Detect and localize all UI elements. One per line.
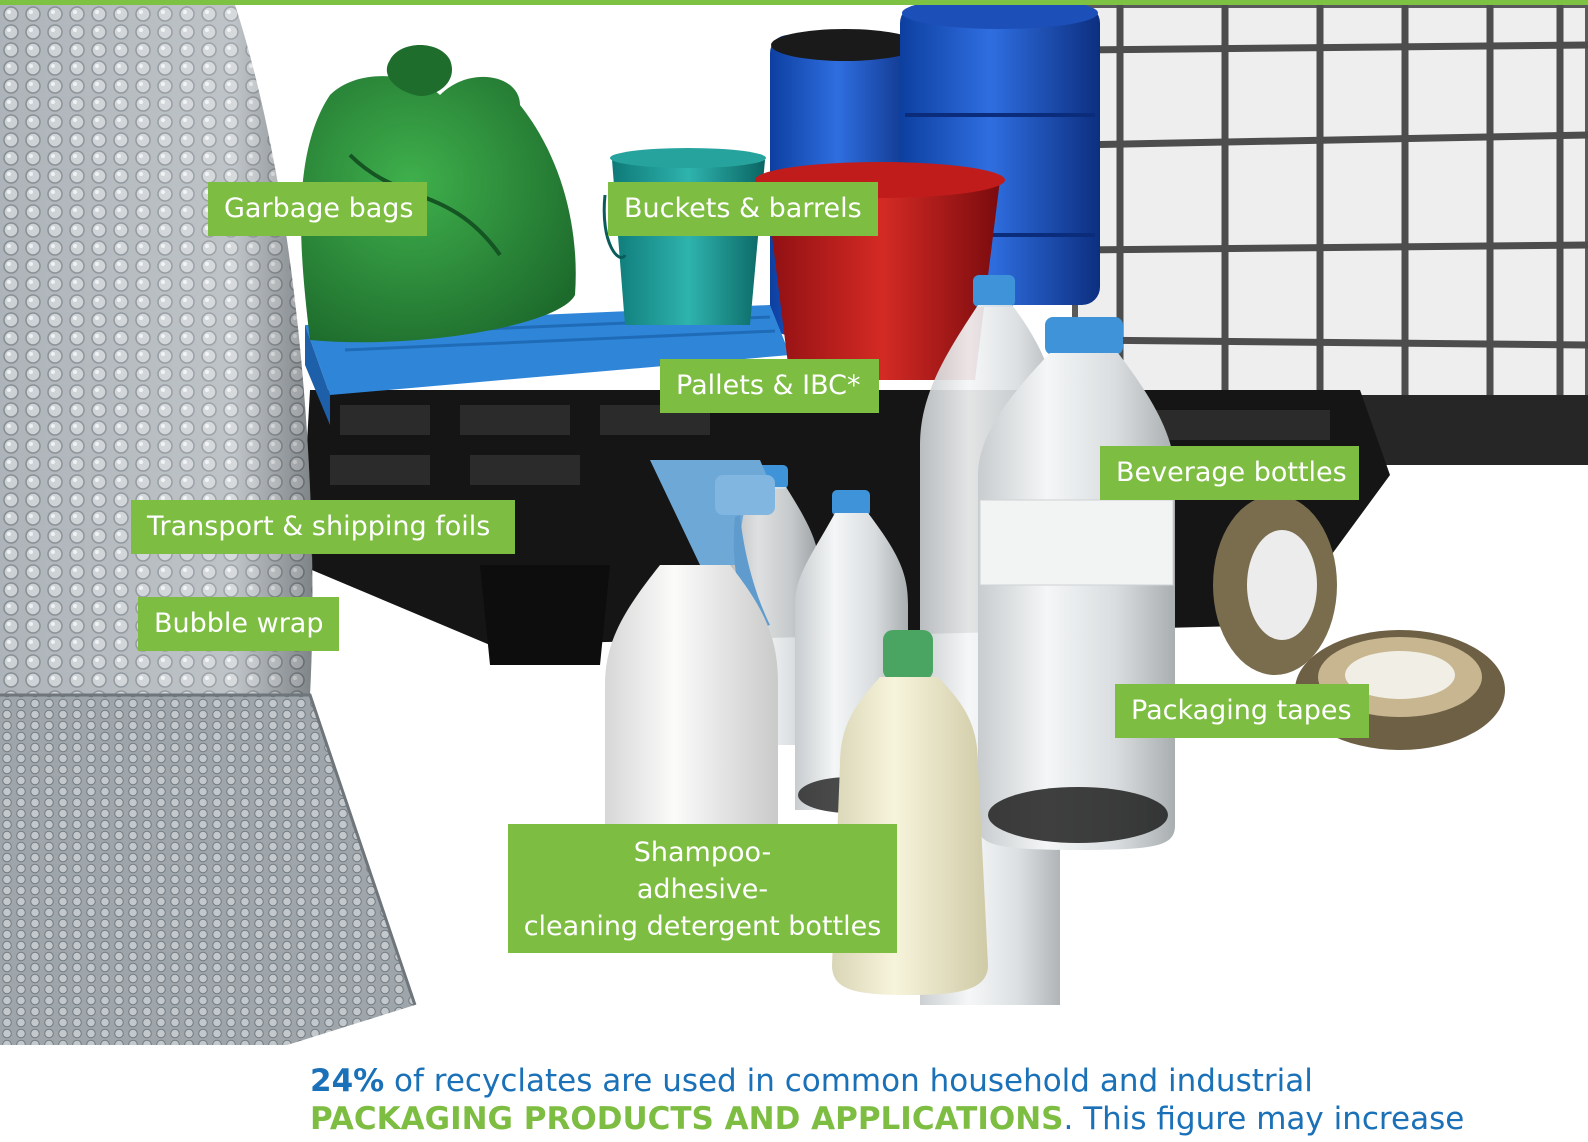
label-beverage-bottles: Beverage bottles	[1100, 446, 1359, 500]
caption-percent: 24%	[310, 1063, 385, 1099]
caption-line1-text: of recyclates are used in common househo…	[384, 1063, 1313, 1099]
label-bubble-wrap: Bubble wrap	[138, 597, 339, 651]
teal-bucket	[602, 148, 766, 325]
label-transport-shipping-foils: Transport & shipping foils	[131, 500, 515, 554]
packaging-products-illustration	[0, 5, 1588, 1045]
label-pallets-ibc: Pallets & IBC*	[660, 359, 879, 413]
label-line: adhesive-	[636, 874, 769, 905]
label-garbage-bags: Garbage bags	[208, 182, 427, 236]
label-packaging-tapes: Packaging tapes	[1115, 684, 1369, 738]
top-accent-bar	[0, 0, 1588, 5]
caption-text: 24% of recyclates are used in common hou…	[310, 1062, 1570, 1138]
label-line: Shampoo-	[633, 837, 772, 868]
label-shampoo-adhesive-detergent-bottles: Shampoo- adhesive- cleaning detergent bo…	[508, 824, 897, 953]
spray-bottle	[605, 460, 778, 905]
ibc-container	[1072, 5, 1588, 465]
bubble-wrap-roll	[0, 5, 417, 1045]
caption-line-2: PACKAGING PRODUCTS AND APPLICATIONS. Thi…	[310, 1100, 1570, 1138]
caption-line2-text: . This figure may increase	[1063, 1101, 1465, 1137]
caption-highlight: PACKAGING PRODUCTS AND APPLICATIONS	[310, 1101, 1064, 1137]
label-buckets-barrels: Buckets & barrels	[608, 182, 878, 236]
label-line: cleaning detergent bottles	[523, 911, 882, 942]
garbage-bag	[301, 45, 576, 343]
caption-line-1: 24% of recyclates are used in common hou…	[310, 1062, 1570, 1100]
